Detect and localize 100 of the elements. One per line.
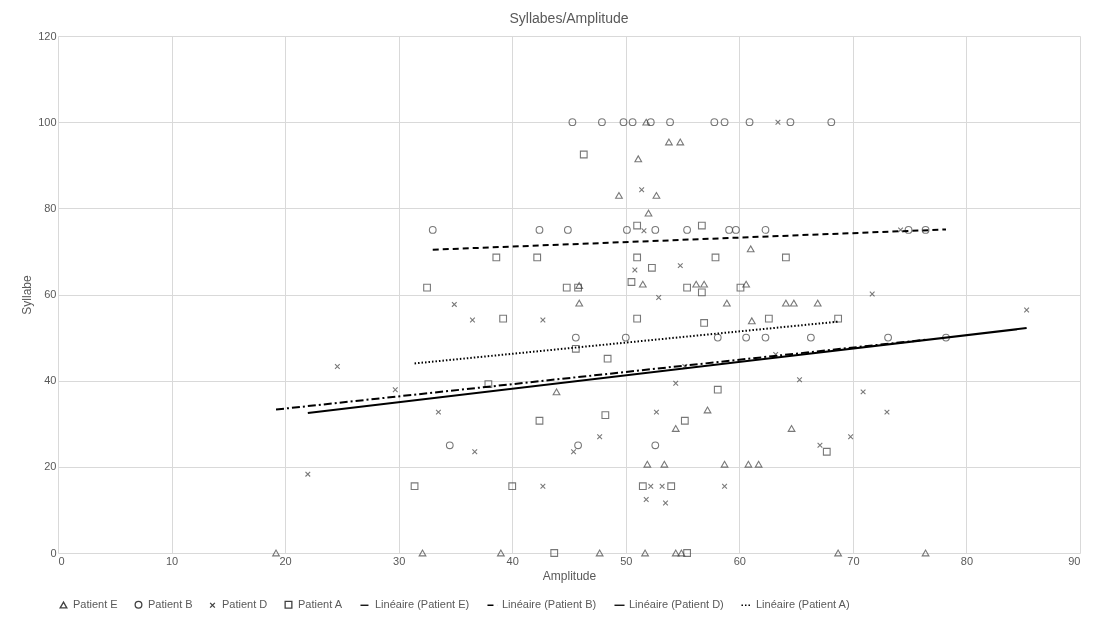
point [666,118,674,127]
point [1023,307,1030,313]
legend-label: Patient B [148,597,193,610]
point [665,138,673,146]
point [638,186,645,193]
point [660,460,669,468]
point [746,245,755,253]
x-tick-label: 80 [960,554,974,567]
point [796,376,803,383]
x-tick-label: 20 [279,554,292,567]
y-tick-label: 20 [44,460,57,473]
point [418,549,427,557]
point [897,226,904,233]
point [921,549,930,557]
point [721,483,728,490]
point [789,299,798,307]
point [761,225,770,234]
point [736,283,745,292]
point [786,118,795,127]
point [643,460,652,468]
point [761,333,770,342]
point [623,225,631,234]
y-axis-title: Syllabe [20,275,35,315]
point [574,283,582,292]
point [732,225,740,234]
point [720,118,729,127]
point [700,280,709,288]
point [680,416,689,425]
y-tick-label: 60 [44,288,57,300]
point [869,291,876,297]
point [745,118,754,127]
point [410,482,419,491]
legend-label: Patient E [73,598,118,610]
point [575,282,584,289]
point [615,191,623,199]
point [428,225,437,234]
point [334,363,341,370]
point [535,225,544,234]
point [662,500,669,506]
point [720,460,729,468]
point [641,549,649,557]
point [638,482,647,491]
point [710,118,719,127]
point [562,283,571,292]
legend-label: Patient D [222,598,268,611]
x-axis-title: Amplitude [542,568,597,583]
point [633,253,642,262]
point [754,460,763,468]
point [563,225,572,234]
point [575,299,584,307]
point [725,225,734,234]
point [921,225,930,234]
point [638,280,647,288]
point [703,406,712,414]
point [445,441,454,450]
y-tick-label: 120 [38,29,57,42]
point [683,225,691,234]
point [904,225,913,234]
point [451,301,458,308]
point [834,314,843,323]
point [619,118,628,127]
point [884,333,892,342]
point [601,411,610,420]
point [653,409,660,416]
x-tick-label: 70 [847,554,860,567]
y-tick-label: 100 [38,115,57,128]
point [692,280,701,288]
point [272,549,280,557]
point [822,447,831,456]
point [571,333,580,342]
point [659,483,666,490]
chart-title: Syllabes/Amplitude [509,10,629,26]
point [484,380,493,389]
point [633,314,642,323]
point [677,262,684,269]
point [644,209,653,217]
x-tick-label: 0 [58,554,65,567]
point [671,425,680,432]
point [651,441,660,450]
point [775,119,781,126]
point [552,388,561,396]
point [647,263,656,272]
point [550,549,559,557]
point [744,460,753,468]
point [781,253,790,262]
point [598,118,606,127]
point [571,344,580,353]
x-tick-label: 90 [1068,554,1081,567]
point [817,442,823,449]
point [499,314,508,323]
point [533,253,542,262]
point [535,416,544,425]
point [646,118,655,127]
point [579,150,588,159]
point [655,294,662,301]
point [651,225,660,234]
point [628,118,637,127]
point [742,333,751,342]
point [641,227,647,234]
point [806,333,815,342]
